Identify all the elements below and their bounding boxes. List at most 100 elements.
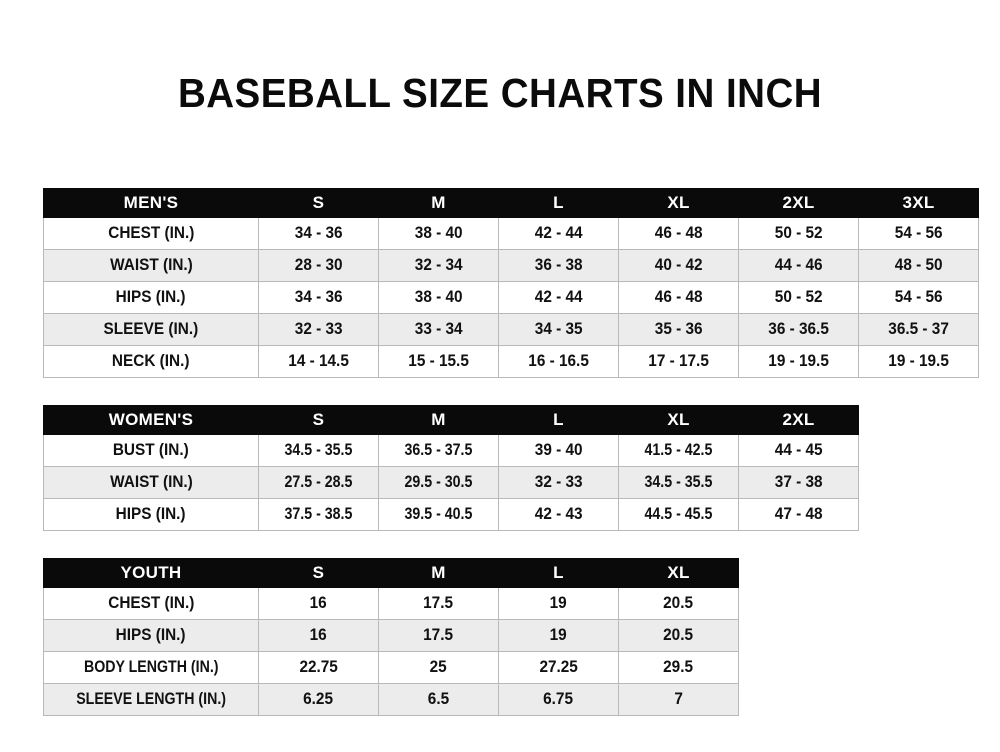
measurement-cell: 6.25 bbox=[258, 683, 379, 716]
size-header-s: S bbox=[258, 558, 379, 588]
measurement-cell: 36.5 - 37 bbox=[858, 313, 979, 346]
measurement-cell: 19 bbox=[498, 619, 619, 652]
size-table-mens: MEN'S S M L XL 2XL 3XL CHEST (IN.) 34 - 36 38 - 4… bbox=[43, 188, 979, 378]
measurement-cell: 41.5 - 42.5 bbox=[618, 434, 739, 467]
table-header-row: MEN'S S M L XL 2XL 3XL bbox=[43, 188, 979, 218]
measurement-cell: 34 - 35 bbox=[498, 313, 619, 346]
size-table-womens: WOMEN'S S M L XL 2XL BUST (IN.) 34.5 - 35.5 36.5… bbox=[43, 405, 859, 531]
measurement-cell: 32 - 33 bbox=[258, 313, 379, 346]
measurement-cell: 22.75 bbox=[258, 651, 379, 684]
measurement-cell: 39 - 40 bbox=[498, 434, 619, 467]
row-label: WAIST (IN.) bbox=[43, 249, 259, 282]
measurement-cell: 16 - 16.5 bbox=[498, 345, 619, 378]
measurement-cell: 17 - 17.5 bbox=[618, 345, 739, 378]
measurement-cell: 50 - 52 bbox=[738, 217, 859, 250]
measurement-cell: 44 - 46 bbox=[738, 249, 859, 282]
size-header-3xl: 3XL bbox=[858, 188, 979, 218]
measurement-cell: 17.5 bbox=[378, 619, 499, 652]
size-header-2xl: 2XL bbox=[738, 405, 859, 435]
measurement-cell: 47 - 48 bbox=[738, 498, 859, 531]
table-row: SLEEVE (IN.) 32 - 33 33 - 34 34 - 35 35 - 36… bbox=[43, 313, 979, 346]
measurement-cell: 42 - 44 bbox=[498, 281, 619, 314]
measurement-cell: 20.5 bbox=[618, 619, 739, 652]
measurement-cell: 6.5 bbox=[378, 683, 499, 716]
measurement-cell: 50 - 52 bbox=[738, 281, 859, 314]
measurement-cell: 20.5 bbox=[618, 587, 739, 620]
size-header-m: M bbox=[378, 558, 499, 588]
measurement-cell: 27.5 - 28.5 bbox=[258, 466, 379, 499]
table-header-row: WOMEN'S S M L XL 2XL bbox=[43, 405, 859, 435]
size-header-l: L bbox=[498, 405, 619, 435]
measurement-cell: 36.5 - 37.5 bbox=[378, 434, 499, 467]
measurement-cell: 15 - 15.5 bbox=[378, 345, 499, 378]
table-row: HIPS (IN.) 37.5 - 38.5 39.5 - 40.5 42 - 43 4… bbox=[43, 498, 859, 531]
measurement-cell: 48 - 50 bbox=[858, 249, 979, 282]
measurement-cell: 7 bbox=[618, 683, 739, 716]
row-label: SLEEVE LENGTH (IN.) bbox=[43, 683, 259, 716]
measurement-cell: 19 - 19.5 bbox=[858, 345, 979, 378]
measurement-cell: 16 bbox=[258, 619, 379, 652]
size-header-m: M bbox=[378, 405, 499, 435]
measurement-cell: 37.5 - 38.5 bbox=[258, 498, 379, 531]
measurement-cell: 28 - 30 bbox=[258, 249, 379, 282]
measurement-cell: 27.25 bbox=[498, 651, 619, 684]
table-row: NECK (IN.) 14 - 14.5 15 - 15.5 16 - 16.5 17 … bbox=[43, 345, 979, 378]
row-label: BODY LENGTH (IN.) bbox=[43, 651, 259, 684]
row-label: CHEST (IN.) bbox=[43, 587, 259, 620]
size-header-l: L bbox=[498, 188, 619, 218]
table-row: WAIST (IN.) 28 - 30 32 - 34 36 - 38 40 - 42 4… bbox=[43, 249, 979, 282]
size-header-2xl: 2XL bbox=[738, 188, 859, 218]
measurement-cell: 44.5 - 45.5 bbox=[618, 498, 739, 531]
row-label: NECK (IN.) bbox=[43, 345, 259, 378]
measurement-cell: 34 - 36 bbox=[258, 217, 379, 250]
measurement-cell: 38 - 40 bbox=[378, 217, 499, 250]
measurement-cell: 34 - 36 bbox=[258, 281, 379, 314]
measurement-cell: 39.5 - 40.5 bbox=[378, 498, 499, 531]
row-label: HIPS (IN.) bbox=[43, 619, 259, 652]
table-row: HIPS (IN.) 16 17.5 19 20.5 bbox=[43, 619, 739, 652]
table-row: BODY LENGTH (IN.) 22.75 25 27.25 29.5 bbox=[43, 651, 739, 684]
measurement-cell: 32 - 33 bbox=[498, 466, 619, 499]
measurement-cell: 32 - 34 bbox=[378, 249, 499, 282]
measurement-cell: 16 bbox=[258, 587, 379, 620]
measurement-cell: 42 - 43 bbox=[498, 498, 619, 531]
measurement-cell: 17.5 bbox=[378, 587, 499, 620]
measurement-cell: 29.5 - 30.5 bbox=[378, 466, 499, 499]
size-tables-container: MEN'S S M L XL 2XL 3XL CHEST (IN.) 34 - 36 38 - 4… bbox=[43, 188, 979, 743]
size-header-m: M bbox=[378, 188, 499, 218]
size-header-xl: XL bbox=[618, 558, 739, 588]
table-row: CHEST (IN.) 16 17.5 19 20.5 bbox=[43, 587, 739, 620]
measurement-cell: 42 - 44 bbox=[498, 217, 619, 250]
measurement-cell: 34.5 - 35.5 bbox=[258, 434, 379, 467]
row-label: BUST (IN.) bbox=[43, 434, 259, 467]
table-corner-label-mens: MEN'S bbox=[43, 188, 259, 218]
measurement-cell: 46 - 48 bbox=[618, 281, 739, 314]
measurement-cell: 36 - 36.5 bbox=[738, 313, 859, 346]
measurement-cell: 37 - 38 bbox=[738, 466, 859, 499]
table-row: BUST (IN.) 34.5 - 35.5 36.5 - 37.5 39 - 40 4… bbox=[43, 434, 859, 467]
page-title: BASEBALL SIZE CHARTS IN INCH bbox=[177, 70, 823, 116]
measurement-cell: 6.75 bbox=[498, 683, 619, 716]
measurement-cell: 35 - 36 bbox=[618, 313, 739, 346]
table-corner-label-womens: WOMEN'S bbox=[43, 405, 259, 435]
measurement-cell: 25 bbox=[378, 651, 499, 684]
table-header-row: YOUTH S M L XL bbox=[43, 558, 739, 588]
size-header-s: S bbox=[258, 405, 379, 435]
measurement-cell: 36 - 38 bbox=[498, 249, 619, 282]
table-row: WAIST (IN.) 27.5 - 28.5 29.5 - 30.5 32 - 33… bbox=[43, 466, 859, 499]
measurement-cell: 33 - 34 bbox=[378, 313, 499, 346]
table-row: CHEST (IN.) 34 - 36 38 - 40 42 - 44 46 - 48 5… bbox=[43, 217, 979, 250]
size-header-xl: XL bbox=[618, 405, 739, 435]
measurement-cell: 40 - 42 bbox=[618, 249, 739, 282]
table-corner-label-youth: YOUTH bbox=[43, 558, 259, 588]
size-header-s: S bbox=[258, 188, 379, 218]
row-label: HIPS (IN.) bbox=[43, 281, 259, 314]
table-row: SLEEVE LENGTH (IN.) 6.25 6.5 6.75 7 bbox=[43, 683, 739, 716]
measurement-cell: 54 - 56 bbox=[858, 217, 979, 250]
table-row: HIPS (IN.) 34 - 36 38 - 40 42 - 44 46 - 48 50… bbox=[43, 281, 979, 314]
measurement-cell: 44 - 45 bbox=[738, 434, 859, 467]
size-header-xl: XL bbox=[618, 188, 739, 218]
size-header-l: L bbox=[498, 558, 619, 588]
row-label: SLEEVE (IN.) bbox=[43, 313, 259, 346]
